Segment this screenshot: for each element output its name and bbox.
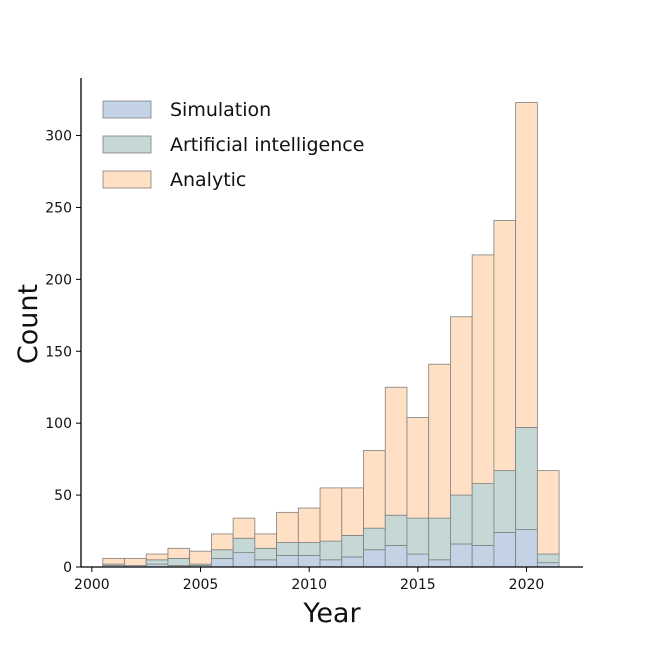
y-tick-label-0: 0 xyxy=(63,560,72,576)
bar-analytic-2019 xyxy=(493,219,517,472)
bar-artificial-intelligence-2004 xyxy=(167,557,191,566)
bar-analytic-2004 xyxy=(167,547,191,559)
bar-artificial-intelligence-2013 xyxy=(363,527,386,551)
bar-artificial-intelligence-2015 xyxy=(406,517,430,555)
x-tick-label-2015: 2015 xyxy=(400,577,436,593)
bar-simulation-2017 xyxy=(450,543,473,568)
bar-artificial-intelligence-2007 xyxy=(232,537,256,554)
bar-analytic-2013 xyxy=(363,450,386,529)
bar-simulation-2010 xyxy=(297,555,321,568)
legend-item-simulation: Simulation xyxy=(102,99,271,121)
bar-analytic-2008 xyxy=(254,533,277,549)
bar-artificial-intelligence-2017 xyxy=(450,494,473,545)
legend-swatch xyxy=(102,135,152,154)
y-tick-label-200: 200 xyxy=(45,272,72,288)
bar-simulation-2020 xyxy=(515,529,538,568)
bar-simulation-2019 xyxy=(493,532,517,568)
legend: Simulation Artificial intelligence Analyti… xyxy=(102,99,364,191)
bar-analytic-2018 xyxy=(471,254,495,484)
x-axis-label: Year xyxy=(302,598,361,629)
bar-simulation-2006 xyxy=(210,557,234,568)
bar-analytic-2020 xyxy=(515,102,538,428)
x-tick-label-2000: 2000 xyxy=(74,577,110,593)
y-tick-label-300: 300 xyxy=(45,129,72,145)
bar-simulation-2011 xyxy=(319,559,343,568)
bar-analytic-2005 xyxy=(189,550,212,565)
y-axis-label: Count xyxy=(13,284,44,364)
bar-analytic-2007 xyxy=(232,517,256,539)
bar-artificial-intelligence-2020 xyxy=(515,427,538,531)
bar-artificial-intelligence-2008 xyxy=(254,547,277,561)
legend-label: Artificial intelligence xyxy=(170,134,364,156)
legend-item-analytic: Analytic xyxy=(102,169,246,191)
bar-artificial-intelligence-2009 xyxy=(276,542,299,556)
bar-analytic-2001 xyxy=(102,557,125,565)
bar-artificial-intelligence-2016 xyxy=(428,517,451,561)
bar-analytic-2012 xyxy=(341,487,364,536)
bar-simulation-2018 xyxy=(471,545,495,568)
y-tick-label-150: 150 xyxy=(45,344,72,360)
y-tick-label-50: 50 xyxy=(54,488,72,504)
legend-label: Analytic xyxy=(170,169,246,191)
bar-analytic-2016 xyxy=(428,363,451,519)
bar-analytic-2010 xyxy=(297,507,321,543)
axes-group: 2000 2005 2010 2015 2020 0 50 100 150 200 250 300 xyxy=(45,78,583,593)
x-tick-label-2010: 2010 xyxy=(291,577,327,593)
bar-artificial-intelligence-2014 xyxy=(384,514,408,546)
x-tick-label-2005: 2005 xyxy=(183,577,219,593)
bar-artificial-intelligence-2006 xyxy=(210,549,234,559)
bar-analytic-2021 xyxy=(536,470,560,555)
bar-artificial-intelligence-2010 xyxy=(297,542,321,556)
bar-artificial-intelligence-2012 xyxy=(341,534,364,558)
bar-analytic-2015 xyxy=(406,417,430,519)
x-tick-label-2020: 2020 xyxy=(509,577,545,593)
bar-artificial-intelligence-2003 xyxy=(145,559,169,565)
bar-analytic-2011 xyxy=(319,487,343,542)
bar-analytic-2017 xyxy=(450,316,473,496)
legend-swatch xyxy=(102,170,152,189)
bar-artificial-intelligence-2011 xyxy=(319,540,343,561)
bar-artificial-intelligence-2019 xyxy=(493,470,517,533)
bar-simulation-2013 xyxy=(363,549,386,568)
y-tick-label-250: 250 xyxy=(45,200,72,216)
bar-analytic-2014 xyxy=(384,386,408,516)
bar-analytic-2002 xyxy=(124,557,147,566)
legend-item-artificial-intelligence: Artificial intelligence xyxy=(102,134,364,156)
bar-simulation-2014 xyxy=(384,545,408,568)
bar-simulation-2015 xyxy=(406,553,430,568)
y-tick-label-100: 100 xyxy=(45,416,72,432)
bar-analytic-2009 xyxy=(276,511,299,543)
bar-simulation-2016 xyxy=(428,559,451,568)
legend-swatch xyxy=(102,100,152,119)
bar-simulation-2012 xyxy=(341,556,364,568)
bar-artificial-intelligence-2021 xyxy=(536,553,560,564)
bar-analytic-2003 xyxy=(145,553,169,561)
bar-simulation-2009 xyxy=(276,555,299,568)
bar-analytic-2006 xyxy=(210,533,234,551)
legend-label: Simulation xyxy=(170,99,271,121)
bars-group xyxy=(102,102,560,568)
bar-simulation-2007 xyxy=(232,552,256,568)
bar-simulation-2008 xyxy=(254,559,277,568)
bar-artificial-intelligence-2018 xyxy=(471,483,495,546)
